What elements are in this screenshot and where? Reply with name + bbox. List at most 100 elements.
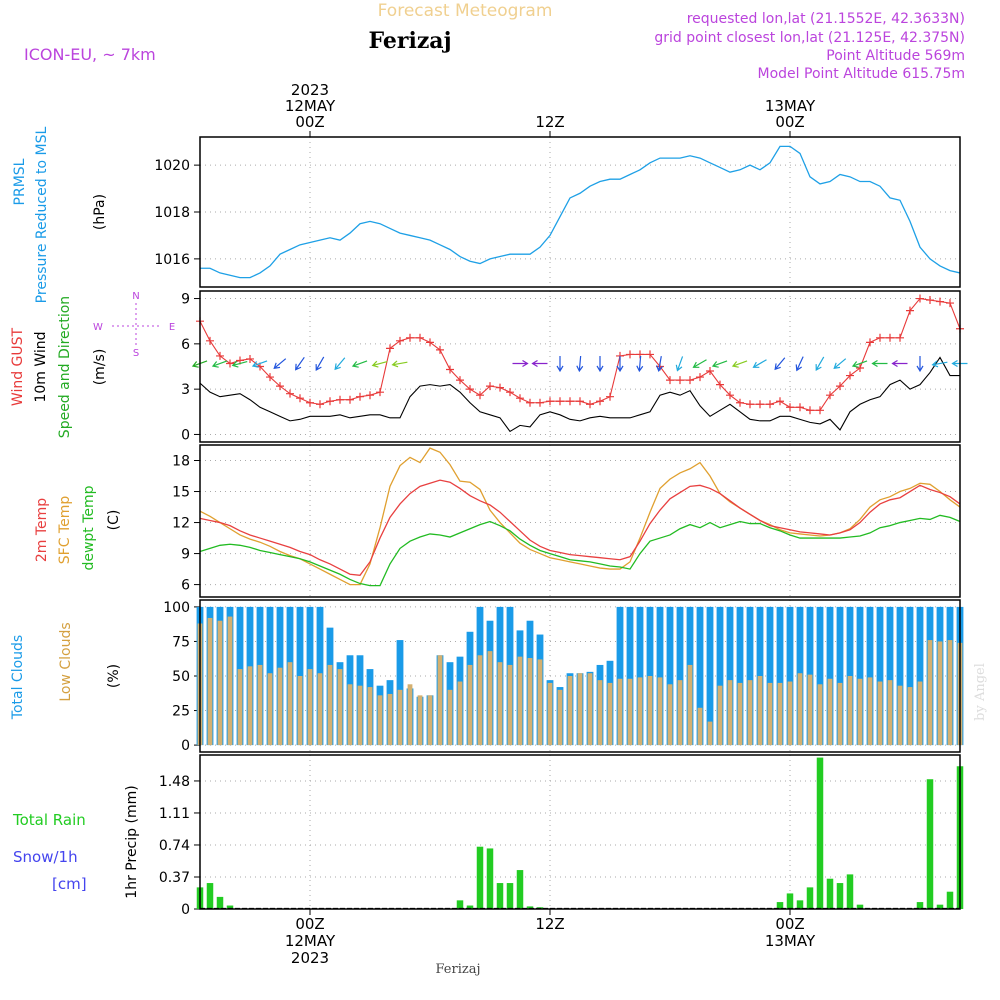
total-cloud-bar — [896, 606, 904, 746]
top-time-axis: 202312MAY00Z12Z13MAY00Z12Z14MAY00Z12Z — [285, 81, 816, 137]
wind-gust-point — [646, 350, 654, 359]
wind-direction-arrow — [675, 356, 684, 372]
total-cloud-bar — [706, 606, 714, 746]
wind-gust-point — [826, 391, 834, 400]
rain-bar — [836, 883, 844, 909]
wind-gust-point — [666, 376, 674, 385]
low-cloud-bar — [347, 684, 353, 746]
wind-direction-arrow — [351, 360, 368, 368]
low-cloud-bar — [377, 695, 383, 746]
wind-direction-arrow — [295, 356, 305, 371]
top-tick-label: 12MAY — [285, 97, 336, 115]
y-tick-label: 6 — [181, 337, 190, 353]
total-cloud-bar — [786, 606, 794, 746]
rain-bar — [516, 870, 524, 909]
location-title: Ferizaj — [368, 28, 451, 54]
low-cloud-bar — [657, 677, 663, 746]
low-cloud-bar — [947, 640, 953, 746]
rain-bar — [926, 779, 934, 909]
total-cloud-bar — [666, 606, 674, 746]
wind-gust-point — [896, 333, 904, 342]
low-cloud-bar — [687, 664, 693, 746]
total-rain-label: Total Rain — [12, 811, 86, 829]
wind-gust-point — [946, 299, 954, 308]
wind-gust-point — [436, 345, 444, 354]
low-cloud-bar — [927, 640, 933, 746]
wind-gust-point — [486, 382, 494, 391]
precip-labels: Total Rain Snow/1h [cm] 1hr Precip (mm) — [12, 785, 140, 898]
wind-10m-line — [199, 356, 960, 433]
wind-labels: Wind GUST 10m Wind Speed and Direction (… — [10, 291, 175, 438]
wind-10m-label: 10m Wind — [33, 331, 49, 402]
wind-direction-arrow — [711, 360, 728, 368]
wind-gust-point — [716, 380, 724, 389]
total-cloud-bar — [836, 606, 844, 746]
rain-bar — [506, 883, 514, 909]
total-cloud-bar — [656, 606, 664, 746]
wind-gust-label: Wind GUST — [10, 327, 26, 406]
wind-direction-arrow — [752, 359, 767, 368]
y-tick-label: 1.48 — [159, 774, 190, 790]
low-cloud-bar — [277, 667, 283, 746]
wind-gust-point — [856, 364, 864, 373]
top-tick-label: 00Z — [775, 113, 804, 131]
wind-gust-point — [916, 294, 924, 303]
bottom-tick-label: 13MAY — [765, 932, 816, 950]
total-cloud-bar — [626, 606, 634, 746]
low-cloud-bar — [747, 680, 753, 746]
wind-gust-point — [246, 354, 254, 363]
low-cloud-bar — [617, 678, 623, 746]
rain-bar — [496, 883, 504, 909]
precip-axis-label: 1hr Precip (mm) — [124, 785, 140, 898]
low-cloud-bar — [667, 684, 673, 746]
wind-gust-point — [226, 359, 234, 368]
low-cloud-bar — [797, 673, 803, 746]
wind-gust-point — [496, 383, 504, 392]
low-cloud-bar — [807, 674, 813, 746]
credit-watermark: by Angel — [973, 663, 988, 721]
grid-point-coords: grid point closest lon,lat (21.125E, 42.… — [654, 30, 965, 46]
wind-gust-point — [836, 382, 844, 391]
y-tick-label: 18 — [172, 454, 190, 470]
wind-direction-arrow — [334, 357, 346, 371]
y-tick-label: 1016 — [154, 252, 190, 268]
total-cloud-bar — [766, 606, 774, 746]
top-tick-label: 12Z — [535, 113, 564, 131]
wind-gust-point — [626, 350, 634, 359]
temp-sfc-label: SFC Temp — [57, 496, 73, 565]
wind-gust-point — [356, 392, 364, 401]
wind-gust-point — [596, 397, 604, 406]
wind-gust-point — [386, 344, 394, 353]
wind-direction-arrow — [315, 356, 325, 371]
low-cloud-bar — [537, 659, 543, 746]
total-cloud-bar — [716, 606, 724, 746]
total-cloud-bar — [676, 606, 684, 746]
low-cloud-bar — [777, 682, 783, 746]
y-tick-label: 0 — [181, 427, 190, 443]
total-cloud-bar — [696, 606, 704, 746]
wind-gust-point — [736, 398, 744, 407]
wind-gust-point — [766, 400, 774, 409]
pressure-msl-label: Pressure Reduced to MSL — [34, 126, 50, 303]
rain-bar — [936, 904, 944, 909]
low-cloud-bar — [467, 664, 473, 746]
low-cloud-bar — [637, 677, 643, 746]
y-tick-label: 1.11 — [159, 806, 190, 822]
temp-labels: 2m Temp SFC Temp dewpt Temp (C) — [34, 485, 122, 570]
rain-bar — [946, 891, 954, 909]
clouds-panel: 0 25 50 75 100 — [163, 599, 964, 754]
low-cloud-bar — [397, 689, 403, 746]
rain-bar — [226, 905, 234, 909]
wind-gust-point — [506, 388, 514, 397]
y-tick-label: 9 — [181, 292, 190, 308]
rain-bar — [916, 902, 924, 909]
wind-gust-point — [676, 376, 684, 385]
low-cloud-bar — [587, 673, 593, 746]
wind-gust-point — [316, 400, 324, 409]
wind-gust-point — [406, 333, 414, 342]
rain-bar — [856, 904, 864, 909]
cloud-labels: Total Clouds Low Clouds (%) — [10, 622, 122, 720]
low-cloud-bar — [857, 678, 863, 746]
wind-gust-point — [876, 333, 884, 342]
wind-direction-arrow — [815, 356, 825, 371]
